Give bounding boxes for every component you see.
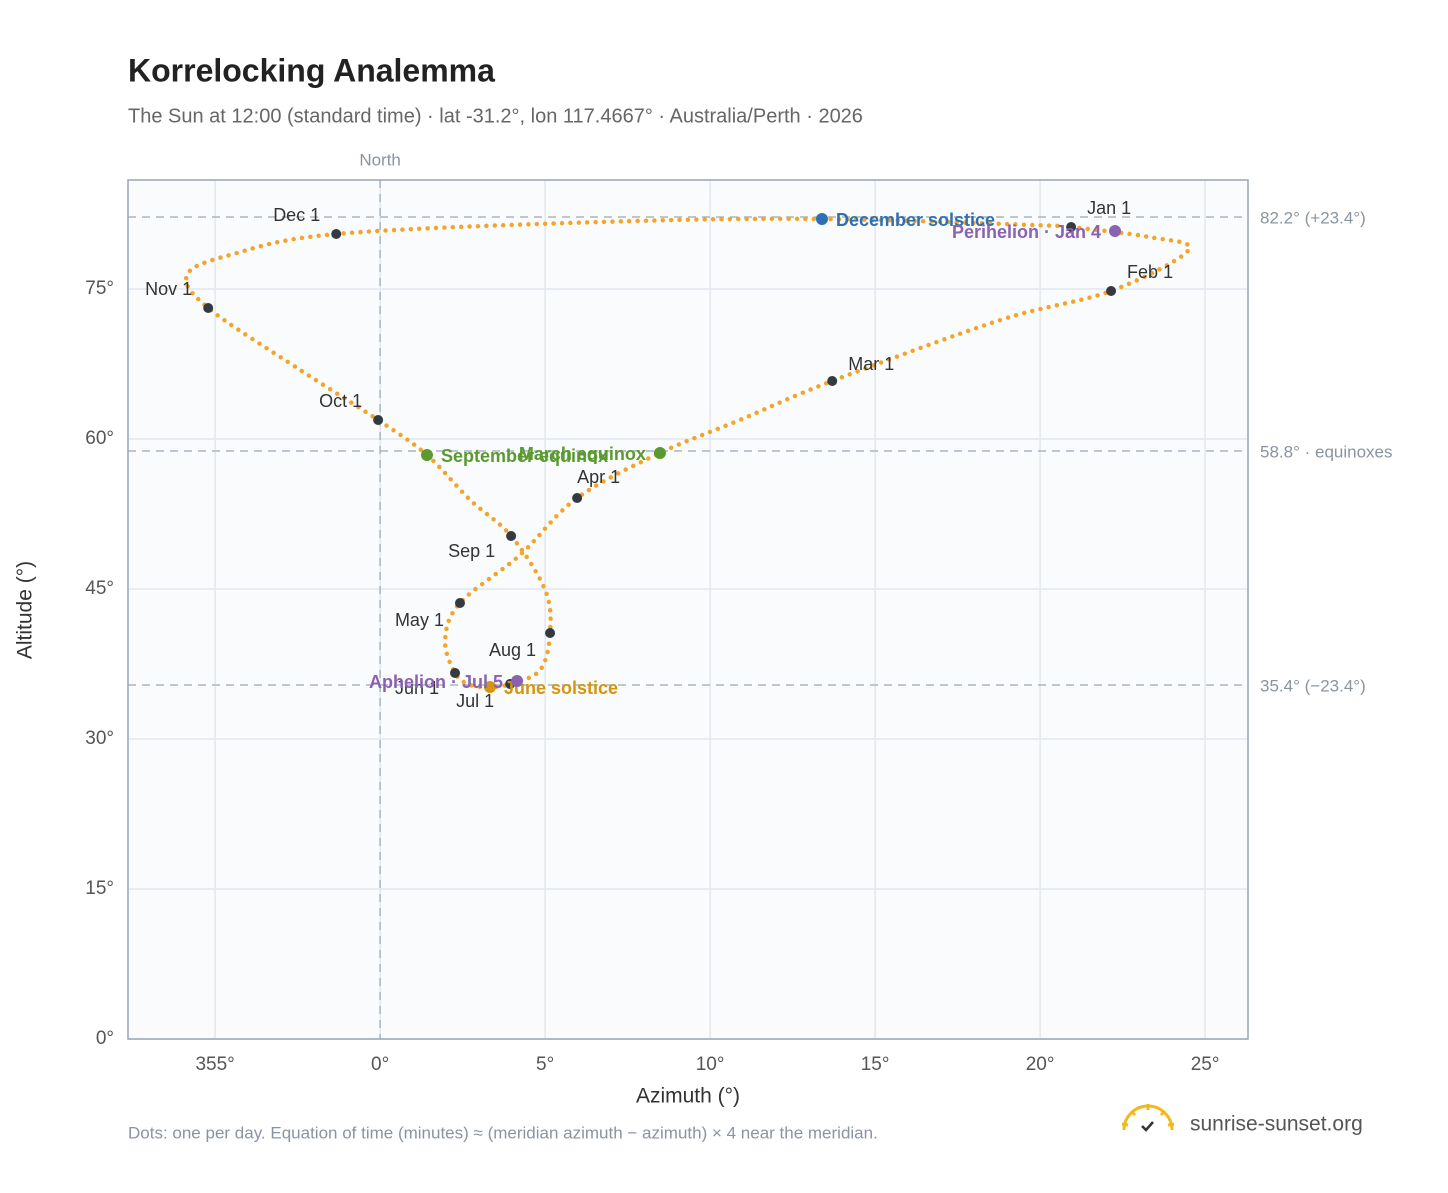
event-marker xyxy=(653,447,666,459)
month-label: Dec 1 xyxy=(273,205,320,225)
x-tick-label: 355° xyxy=(195,1054,234,1075)
x-axis-title: Azimuth (°) xyxy=(636,1085,740,1108)
event-marker xyxy=(511,675,524,687)
event-marker xyxy=(815,213,828,225)
month-label: Jun 1 xyxy=(395,678,439,698)
x-tick-label: 15° xyxy=(861,1054,890,1075)
month-marker xyxy=(450,668,461,678)
month-marker xyxy=(1066,222,1077,232)
month-label: Jul 1 xyxy=(456,691,494,711)
analemma-dots xyxy=(183,216,1192,690)
event-marker xyxy=(484,681,497,693)
event-label: Perihelion · Jan 4 xyxy=(952,222,1101,242)
chart-subtitle: The Sun at 12:00 (standard time) · lat -… xyxy=(128,105,863,127)
y-tick-label: 60° xyxy=(85,428,114,449)
month-label: Sep 1 xyxy=(448,541,495,561)
event-label: December solstice xyxy=(836,210,995,230)
month-label: Nov 1 xyxy=(145,279,192,299)
month-marker xyxy=(203,303,214,313)
x-tick-label: 20° xyxy=(1026,1054,1055,1075)
month-label: Jan 1 xyxy=(1087,198,1131,218)
x-tick-label: 25° xyxy=(1191,1054,1220,1075)
y-tick-label: 30° xyxy=(85,728,114,749)
reference-label: 82.2° (+23.4°) xyxy=(1260,208,1366,227)
month-marker xyxy=(572,493,583,503)
plot-area xyxy=(128,180,1248,1039)
event-label: March equinox xyxy=(519,444,646,464)
month-label: Oct 1 xyxy=(319,391,362,411)
event-marker xyxy=(420,449,433,461)
event-label: September equinox xyxy=(441,446,608,466)
month-label: Mar 1 xyxy=(848,354,894,374)
month-label: May 1 xyxy=(395,610,444,630)
month-marker xyxy=(506,531,517,541)
month-marker xyxy=(827,376,838,386)
x-tick-label: 5° xyxy=(536,1054,554,1075)
y-tick-label: 0° xyxy=(96,1028,114,1049)
y-tick-label: 75° xyxy=(85,278,114,299)
month-label: Apr 1 xyxy=(577,467,620,487)
chart-title: Korrelocking Analemma xyxy=(128,52,495,88)
reference-label: 58.8° · equinoxes xyxy=(1260,442,1393,461)
brand: sunrise-sunset.org xyxy=(1190,1113,1363,1136)
plot-frame xyxy=(127,179,1249,1040)
event-label: Aphelion · Jul 5 xyxy=(369,672,503,692)
month-marker xyxy=(545,628,556,638)
footnote: Dots: one per day. Equation of time (min… xyxy=(128,1123,878,1142)
y-axis-title: Altitude (°) xyxy=(14,561,37,659)
plot: Jan 1 Feb 1 Mar 1 Apr 1 May 1 Jun 1 Jul 1 Aug 1… xyxy=(128,180,1248,1040)
month-label: Aug 1 xyxy=(489,640,536,660)
event-label: June solstice xyxy=(504,678,618,698)
event-marker xyxy=(1109,225,1122,237)
brand-logo xyxy=(1121,1104,1175,1132)
month-label: Feb 1 xyxy=(1127,262,1173,282)
y-tick-label: 15° xyxy=(85,878,114,899)
reference-label: 35.4° (−23.4°) xyxy=(1260,676,1366,695)
x-tick-label: 10° xyxy=(696,1054,725,1075)
north-label: North xyxy=(359,150,401,169)
month-marker xyxy=(454,598,465,608)
y-tick-label: 45° xyxy=(85,578,114,599)
month-marker xyxy=(1106,286,1117,296)
x-tick-label: 0° xyxy=(371,1054,389,1075)
month-marker xyxy=(331,229,342,239)
month-marker xyxy=(373,415,384,425)
